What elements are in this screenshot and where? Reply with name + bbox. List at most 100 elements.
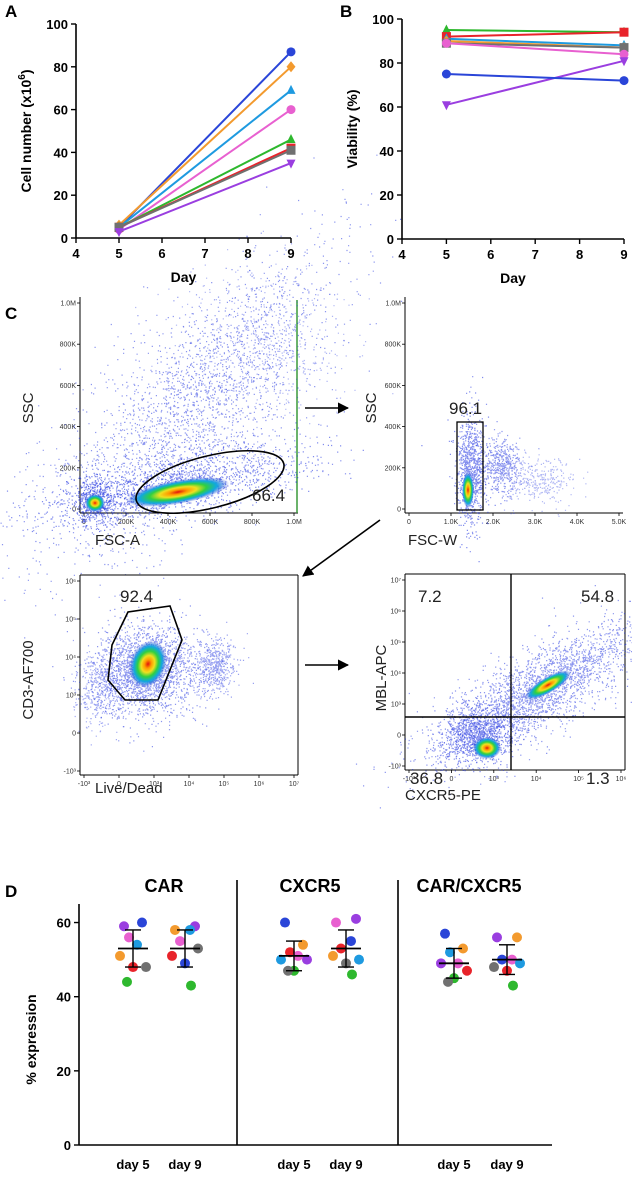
- data-point: [492, 932, 502, 943]
- series-line: [118, 162, 292, 233]
- data-point: [445, 947, 455, 958]
- quadrant-lower-right: 1.3: [586, 769, 610, 788]
- data-point: [114, 222, 124, 232]
- group-title: CAR/CXCR5: [416, 876, 521, 896]
- gate-polygon: [107, 605, 183, 701]
- data-point: [462, 965, 472, 976]
- panel-label-c: C: [5, 304, 17, 323]
- data-point: [328, 950, 338, 961]
- y-axis-label: CD3-AF700: [20, 640, 37, 719]
- gate-percentage: 92.4: [120, 587, 153, 606]
- data-point: [619, 76, 629, 86]
- series-line: [446, 59, 625, 106]
- x-tick-label: 1.0K: [444, 519, 459, 526]
- x-tick-label: 8: [244, 246, 251, 261]
- density-hotspot: [525, 670, 571, 700]
- y-tick-label: 600K: [385, 383, 402, 390]
- data-point: [619, 43, 629, 53]
- flow-cytometry-plots: 0 200K 400K 600K 800K 1.0M 0 200K 400K 600K 800K 1.…: [0, 143, 632, 809]
- x-axis-label: CXCR5-PE: [405, 787, 481, 804]
- event-dots: [416, 691, 548, 778]
- y-tick-label: 10⁷: [391, 578, 402, 585]
- series-line: [118, 66, 292, 226]
- y-tick-label: 800K: [60, 342, 77, 349]
- y-tick-label: 40: [57, 990, 71, 1005]
- data-point: [286, 145, 296, 155]
- density-hotspot: [126, 477, 230, 507]
- x-tick-label: 5.0K: [612, 519, 627, 526]
- data-point: [347, 969, 357, 980]
- gate-polygon: [135, 449, 285, 515]
- y-tick-label: 80: [380, 56, 394, 71]
- y-tick-label: 400K: [60, 424, 77, 431]
- y-tick-label: 800K: [385, 342, 402, 349]
- data-point: [167, 950, 177, 961]
- quadrant-upper-right: 54.8: [581, 587, 614, 606]
- data-point: [515, 958, 525, 969]
- y-tick-label: 200K: [60, 465, 77, 472]
- y-tick-label: 10⁴: [390, 671, 401, 678]
- event-dots: [1, 143, 403, 701]
- y-tick-label: 20: [54, 188, 68, 203]
- x-tick-label: -10³: [78, 781, 91, 788]
- x-tick-label: 10⁶: [616, 776, 627, 783]
- x-tick-label: 5: [443, 247, 450, 262]
- y-axis-label: SSC: [20, 392, 37, 423]
- x-tick-label: 10⁵: [573, 776, 584, 783]
- data-point: [286, 105, 296, 115]
- density-hotspot: [462, 472, 474, 508]
- y-tick-label: 100: [46, 17, 68, 32]
- y-tick-label: 200K: [385, 465, 402, 472]
- x-tick-label: 7: [201, 246, 208, 261]
- y-axis-label: MBL-APC: [373, 644, 390, 711]
- y-tick-label: 0: [397, 733, 401, 740]
- x-tick-label: 10⁵: [219, 781, 230, 788]
- x-tick-label: 0: [449, 776, 453, 783]
- x-tick-label: day 9: [490, 1157, 523, 1172]
- x-axis-label: FSC-A: [95, 532, 140, 549]
- x-axis-label: FSC-W: [408, 532, 458, 549]
- event-dots: [71, 639, 136, 746]
- y-tick-label: 10³: [66, 693, 77, 700]
- data-point: [440, 928, 450, 939]
- x-tick-label: 7: [532, 247, 539, 262]
- data-point: [346, 936, 356, 947]
- data-point: [458, 943, 468, 954]
- gate-percentage: 96.1: [449, 399, 482, 418]
- arrow-2-to-3: [302, 519, 381, 577]
- data-point: [137, 917, 147, 928]
- data-point: [132, 939, 142, 950]
- data-point: [441, 38, 451, 48]
- data-point: [276, 954, 286, 965]
- data-point: [619, 57, 629, 67]
- x-tick-label: 600K: [202, 519, 219, 526]
- x-tick-label: 8: [576, 247, 583, 262]
- group-title: CXCR5: [279, 876, 340, 896]
- data-point: [286, 84, 296, 94]
- data-point: [619, 49, 629, 59]
- x-tick-label: 9: [287, 246, 294, 261]
- panel-label-a: A: [5, 2, 17, 21]
- data-point: [141, 962, 151, 973]
- y-tick-label: -10³: [389, 764, 402, 771]
- x-tick-label: 10³: [489, 776, 500, 783]
- x-tick-label: 0: [407, 519, 411, 526]
- series-line: [118, 138, 292, 229]
- x-axis-label: Day: [500, 270, 526, 286]
- x-tick-label: 10³: [149, 781, 160, 788]
- x-tick-label: 4.0K: [570, 519, 585, 526]
- data-point: [114, 228, 124, 238]
- x-tick-label: day 5: [277, 1157, 310, 1172]
- chart-b-viability: 4 5 6 7 8 9 0 20 40 60 80 100 Day Viability (%): [344, 12, 629, 286]
- data-point: [122, 976, 132, 987]
- x-tick-label: 2.0K: [486, 519, 501, 526]
- event-dots: [135, 230, 394, 474]
- y-tick-label: 10⁵: [65, 617, 76, 624]
- data-point: [286, 47, 296, 57]
- data-point: [441, 24, 451, 34]
- quadrant-upper-left: 7.2: [418, 587, 442, 606]
- x-tick-label: day 5: [437, 1157, 470, 1172]
- y-tick-label: 0: [64, 1138, 71, 1153]
- flow-plot-ssc-fscw: 0 1.0K 2.0K 3.0K 4.0K 5.0K 0 200K 400K 600K 800K 1.…: [363, 297, 627, 563]
